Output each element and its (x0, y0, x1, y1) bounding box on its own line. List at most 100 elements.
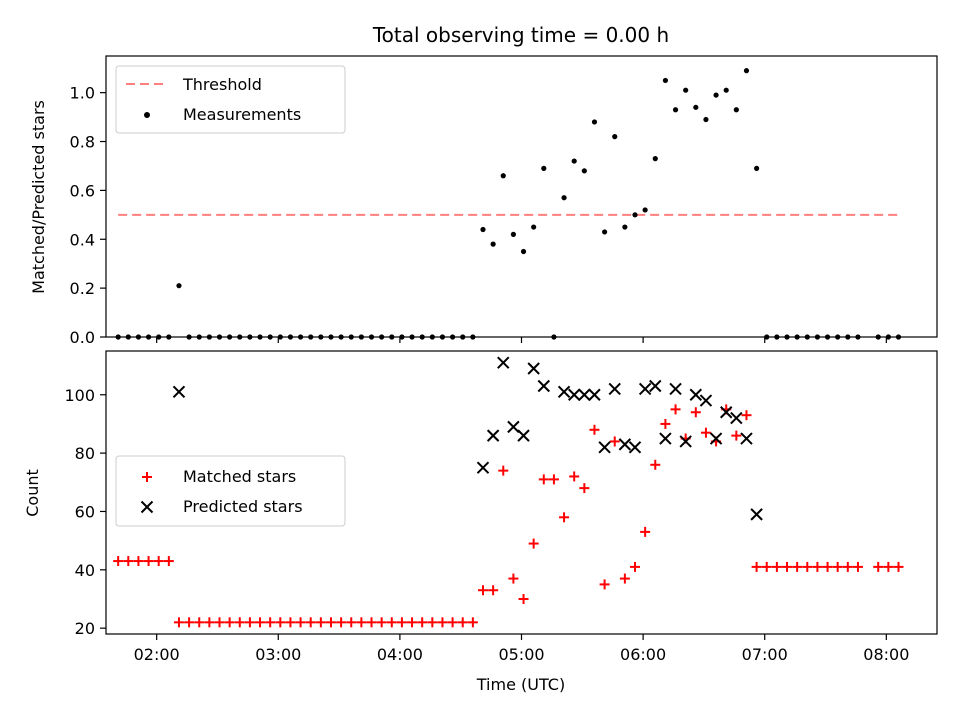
predicted-star-point (588, 388, 601, 401)
measurement-point (754, 165, 760, 171)
ratio-y-tick-label: 0.0 (70, 328, 95, 347)
ratio-y-tick-label: 0.2 (70, 279, 95, 298)
measurement-point (237, 334, 243, 340)
x-tick-label: 06:00 (620, 645, 666, 664)
count-x-ticks: 02:00 03:00 04:00 05:00 06:00 07:00 08:00 (134, 634, 909, 664)
measurement-point (115, 334, 121, 340)
measurement-point (439, 334, 446, 340)
predicted-star-point (507, 420, 520, 434)
measurement-point (855, 334, 861, 340)
ratio-legend: Threshold Measurements (115, 65, 346, 134)
matched-stars-points (113, 404, 904, 628)
measurement-point (703, 116, 709, 123)
count-axes: 20 40 60 80 100 02:00 03:00 04:00 05:00 06:00 07:… (23, 350, 938, 694)
matched-star-point (447, 617, 458, 628)
matched-star-point (559, 512, 570, 523)
matched-star-point (792, 561, 803, 572)
predicted-star-point (659, 432, 672, 445)
matched-star-point (173, 617, 184, 628)
measurement-point (764, 334, 770, 340)
predicted-star-point (709, 432, 723, 445)
matched-star-point (842, 561, 853, 572)
measurement-point (358, 334, 364, 340)
matched-star-point (498, 465, 509, 476)
matched-star-point (143, 556, 154, 567)
matched-star-point (194, 617, 205, 628)
matched-star-point (883, 561, 894, 572)
measurement-point (541, 165, 547, 171)
measurement-point (399, 334, 405, 340)
matched-star-point (579, 483, 590, 494)
matched-star-point (812, 561, 823, 572)
measurement-point (794, 334, 800, 340)
predicted-star-point (679, 435, 692, 448)
measurement-point (845, 334, 851, 340)
measurement-point (449, 334, 456, 340)
legend-measurements-label: Measurements (183, 105, 301, 124)
legend-matched-label: Matched stars (183, 467, 296, 486)
matched-star-point (508, 573, 519, 584)
measurement-point (328, 334, 334, 340)
predicted-star-point (486, 429, 500, 442)
measurement-point (733, 107, 739, 113)
matched-star-point (751, 561, 762, 572)
measurement-point (612, 134, 618, 140)
measurement-point (591, 119, 598, 125)
matched-star-point (650, 459, 661, 470)
matched-star-point (731, 430, 742, 441)
matched-star-point (305, 617, 316, 628)
predicted-star-point (750, 508, 763, 521)
measurement-point (145, 334, 152, 340)
predicted-star-point (730, 411, 743, 425)
legend-measurements-swatch (144, 112, 150, 118)
matched-star-point (417, 617, 428, 628)
matched-star-point (538, 474, 549, 485)
matched-star-point (488, 585, 499, 596)
x-axis-label: Time (UTC) (476, 675, 565, 694)
predicted-star-point (608, 382, 621, 396)
measurement-point (602, 229, 608, 235)
predicted-star-point (557, 385, 571, 399)
measurement-point (490, 241, 496, 247)
measurement-point (632, 212, 638, 218)
measurement-point (662, 77, 669, 84)
matched-star-point (670, 404, 681, 415)
measurement-point (875, 334, 881, 340)
ratio-y-axis-label: Matched/Predicted stars (29, 100, 48, 294)
count-y-ticks: 20 40 60 80 100 (64, 386, 106, 638)
measurement-point (581, 168, 587, 174)
measurement-point (297, 334, 304, 340)
matched-star-point (234, 617, 245, 628)
measurement-point (419, 334, 425, 340)
measurement-point (814, 334, 821, 340)
measurement-point (409, 334, 415, 340)
matched-star-point (295, 617, 306, 628)
matched-star-point (457, 617, 468, 628)
measurement-point (247, 334, 253, 340)
ratio-legend-box (115, 65, 346, 134)
measurement-point (835, 334, 841, 340)
measurement-point (267, 334, 273, 340)
matched-star-point (356, 617, 367, 628)
measurement-point (561, 195, 567, 201)
count-y-axis-label: Count (23, 469, 42, 517)
matched-star-point (386, 617, 397, 628)
matched-star-point (548, 474, 559, 485)
predicted-star-point (497, 356, 510, 369)
measurement-point (135, 334, 142, 340)
matched-star-point (315, 617, 326, 628)
predicted-star-point (699, 394, 713, 407)
measurement-point (824, 334, 831, 340)
matched-star-point (336, 617, 347, 628)
matched-star-point (599, 579, 610, 590)
matched-star-point (407, 617, 418, 628)
matched-star-point (163, 556, 174, 567)
predicted-star-point (517, 429, 530, 442)
measurement-points (115, 68, 902, 340)
matched-star-point (153, 556, 164, 567)
matched-star-point (244, 617, 255, 628)
measurement-point (510, 231, 516, 237)
count-y-tick-label: 60 (75, 502, 95, 521)
measurement-point (308, 334, 314, 340)
measurement-point (318, 334, 324, 340)
